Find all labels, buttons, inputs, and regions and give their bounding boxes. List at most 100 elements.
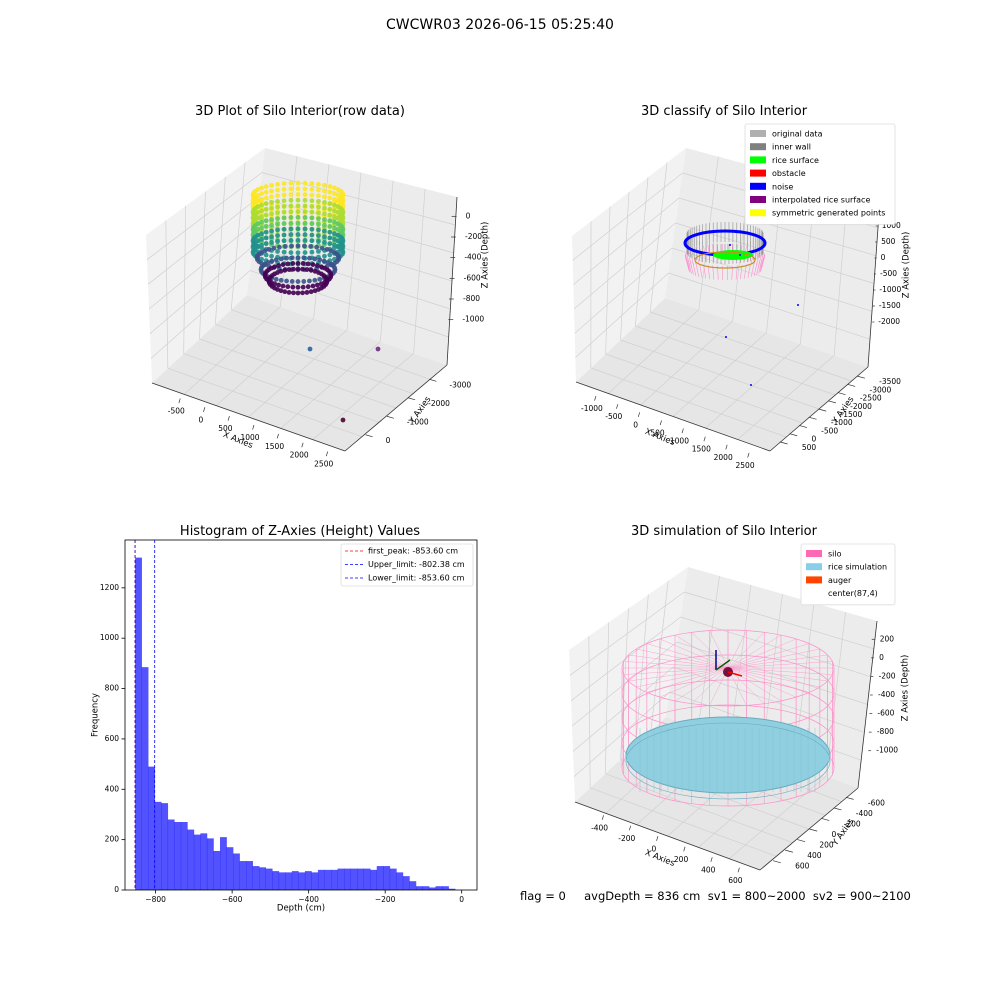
plot1-data-point [316, 239, 321, 244]
histogram-bar [389, 868, 397, 890]
plot1-data-point [282, 289, 288, 295]
histogram-x-tick-label: −800 [145, 895, 166, 904]
plot1-data-point [322, 222, 327, 228]
plot1-data-point [269, 253, 274, 259]
plot1-data-point [269, 211, 274, 217]
plot1-data-point [286, 290, 292, 295]
plot4-silo-wire [727, 667, 833, 675]
plot2-x-tick-label: -500 [605, 412, 622, 421]
plot1-data-point [275, 193, 280, 199]
plot1-data-point [278, 256, 284, 262]
plot4-x-axis-line [574, 801, 761, 871]
plot1-data-point [289, 279, 295, 284]
plot1-data-point [340, 196, 345, 202]
plot1-data-point [327, 184, 333, 189]
plot1-data-point [259, 225, 264, 231]
plot1-data-point [289, 243, 294, 249]
plot2-noise-point [729, 244, 731, 246]
plot1-data-point [269, 194, 274, 200]
plot2-y-tick [818, 408, 827, 412]
plot1-data-point [340, 219, 345, 225]
plot1-data-point [305, 261, 311, 267]
plot1-y-tick [408, 397, 416, 401]
plot1-z-tick-label: -800 [463, 294, 480, 303]
plot1-data-point [295, 197, 301, 203]
plot1-data-point [282, 244, 288, 249]
plot2-x-tick-label: 500 [650, 428, 665, 437]
plot1-left-pane [146, 148, 265, 383]
plot1-data-point [340, 236, 345, 242]
plot4-silo-wire [727, 632, 765, 669]
plot2-legend-box [744, 123, 896, 225]
plot1-x-tick [252, 424, 255, 430]
plot1-x-tick-label: 500 [218, 424, 233, 433]
plot4-title: 3D simulation of Silo Interior [631, 524, 817, 539]
plot4-y-tick-label: -200 [844, 819, 861, 828]
plot1-x-tick [301, 442, 304, 448]
plot2-y-tick [828, 400, 836, 404]
plot1-data-point [310, 283, 316, 289]
plot1-data-point [269, 188, 274, 194]
plot1-data-point [275, 181, 280, 187]
plot1-x-tick [203, 407, 206, 412]
plot2-y-tick [857, 375, 865, 379]
plot1-data-point [327, 229, 333, 235]
plot1-data-point [308, 267, 314, 273]
plot1-data-point [307, 255, 312, 261]
plot1-data-point [302, 232, 308, 237]
plot1-data-point [275, 249, 280, 254]
plot1-data-point [302, 220, 308, 226]
plot4-silo-wire [674, 667, 729, 702]
plot2-y-tick [837, 392, 846, 395]
plot1-data-point [263, 189, 269, 195]
plot1-data-point [295, 232, 301, 237]
plot2-floor [576, 298, 868, 451]
plot1-data-point [302, 180, 308, 186]
plot1-data-point [332, 202, 337, 208]
plot2-y-tick [779, 441, 788, 445]
plot1-data-point [259, 185, 264, 191]
plot1-data-point [288, 203, 294, 209]
plot1-data-point [275, 204, 280, 210]
plot1-data-point [295, 237, 301, 243]
histogram-legend-label: first_peak: -853.60 cm [368, 547, 458, 556]
plot1-data-point [281, 204, 287, 209]
plot4-y-tick-label: -400 [856, 809, 873, 818]
plot2-interpolated-rim [743, 264, 747, 279]
plot1-data-point [281, 215, 287, 221]
figure-suptitle: CWCWR03 2026-06-15 05:25:40 [386, 17, 614, 33]
plot2-interpolated-rim [684, 254, 690, 271]
plot1-grid-line [231, 309, 431, 380]
plot1-data-point [332, 231, 337, 237]
plot4-silo-wire [727, 667, 782, 702]
histogram-bar [272, 871, 280, 890]
plot1-data-point [255, 238, 261, 244]
plot1-z-tick-label: -400 [464, 253, 481, 262]
plot1-data-point [340, 190, 345, 196]
plot1-data-point [307, 278, 312, 284]
plot1-data-point [317, 276, 323, 282]
plot1-data-point [295, 250, 301, 256]
plot1-data-point [269, 240, 274, 245]
histogram-x-axis-label: Depth (cm) [277, 904, 325, 914]
plot4-y-tick [809, 828, 818, 832]
plot1-data-point [259, 191, 264, 197]
plot1-data-point [263, 235, 269, 241]
plot1-data-point [259, 208, 264, 214]
histogram-bar [435, 886, 443, 890]
plot2-legend-label: obstacle [772, 169, 806, 178]
plot2-interpolated-rim [759, 252, 765, 268]
plot2-y-tick [799, 425, 807, 428]
plot1-data-point [288, 220, 294, 226]
plot2-z-tick-label: 0 [881, 253, 886, 262]
histogram-bar [291, 871, 299, 890]
plot4-y-tick [845, 796, 854, 800]
histogram-bar [376, 866, 384, 890]
plot1-data-point [314, 282, 320, 288]
plot1-data-point [327, 252, 333, 258]
histogram-bar [213, 850, 221, 890]
histogram-y-axis-label: Frequency [91, 693, 101, 737]
plot4-silo-wire [727, 667, 820, 688]
plot1-data-point [259, 236, 264, 242]
plot1-data-point [284, 278, 289, 284]
